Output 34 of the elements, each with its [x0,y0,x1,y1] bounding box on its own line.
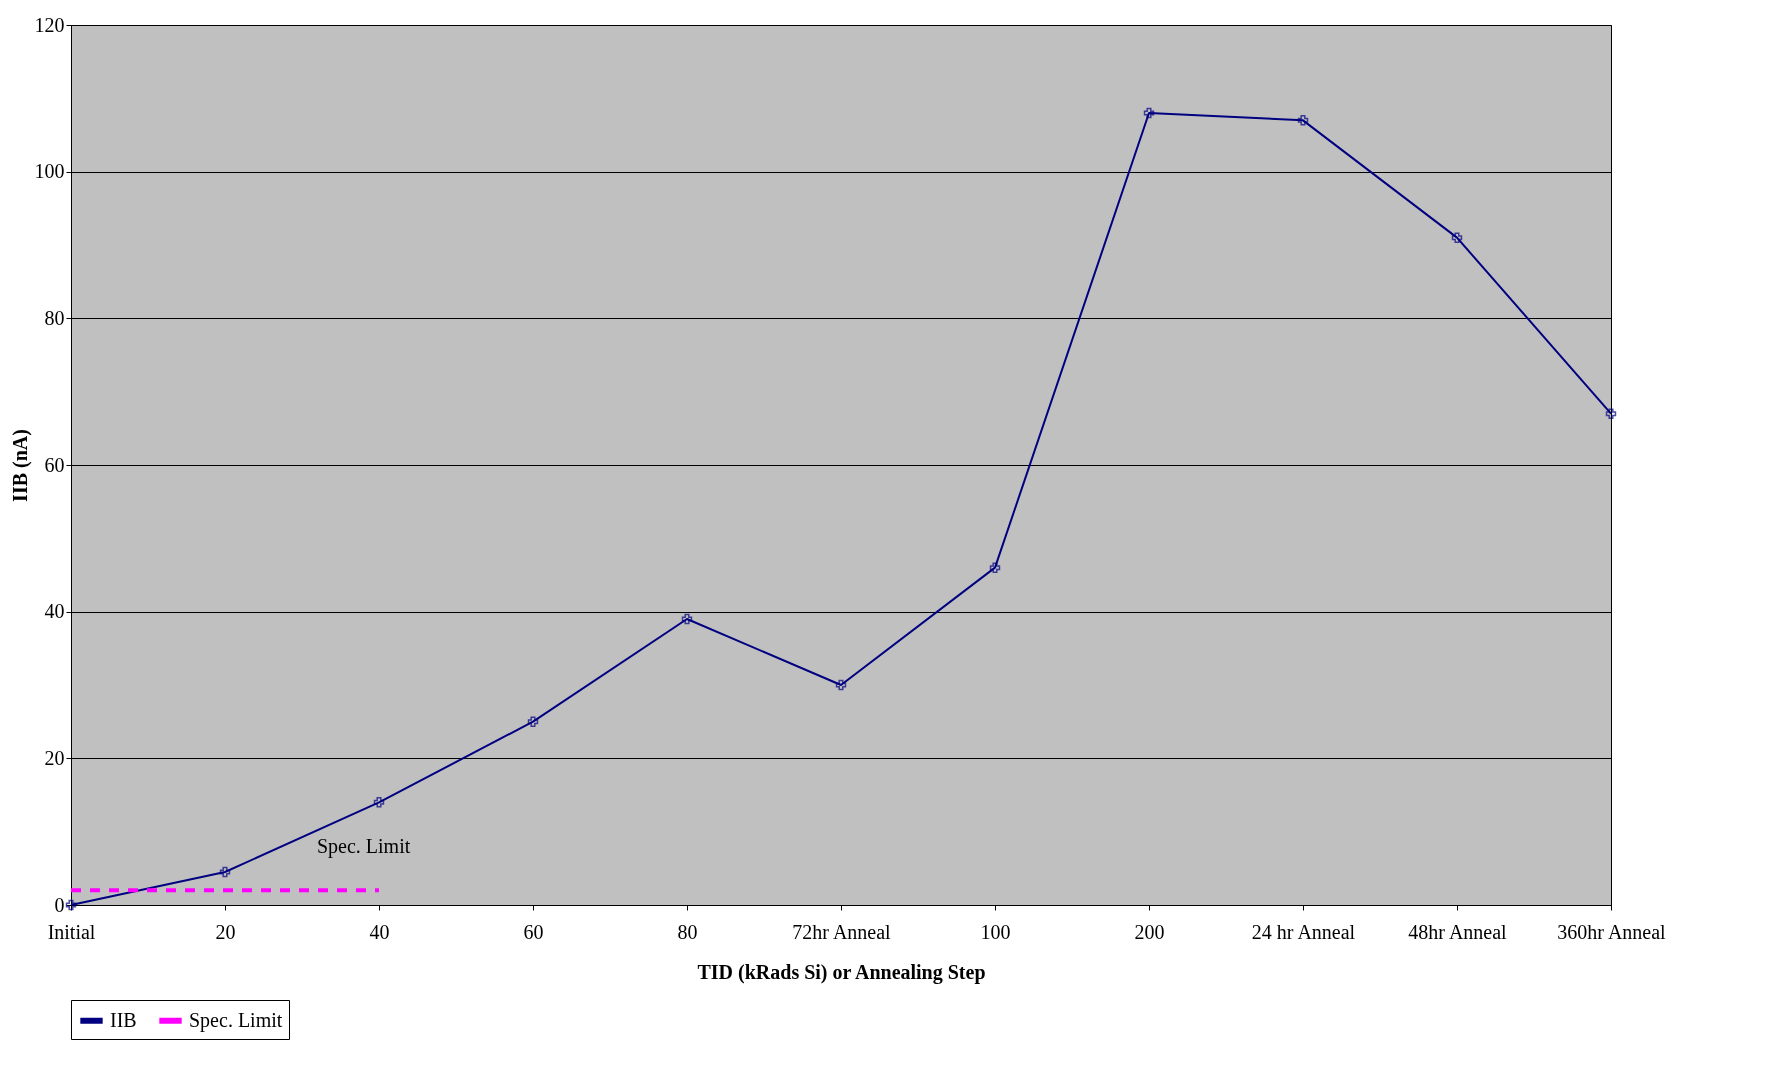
x-tick-label: 72hr Anneal [792,920,892,943]
x-tick-label: 24 hr Anneal [1251,920,1356,943]
y-tick-label: 20 [44,746,65,769]
y-axis-title: IIB (nA) [8,429,32,502]
x-tick-label: 60 [523,920,544,943]
point [681,613,693,625]
point [1605,408,1617,419]
y-tick-label: 80 [44,306,65,329]
legend-label: IIB [110,1008,137,1031]
point [989,562,1001,573]
x-tick-label: 48hr Anneal [1408,920,1508,943]
point [835,679,847,691]
y-tick-label: 60 [44,453,65,476]
y-tick-label: 0 [54,893,65,916]
x-tick-label: 200 [1134,920,1165,943]
point [1297,115,1309,126]
x-tick-label: Initial [47,920,96,943]
point [527,716,539,727]
legend-label: Spec. Limit [189,1008,283,1032]
y-tick-label: 120 [34,13,65,36]
x-tick-label: 80 [677,920,698,943]
x-tick-label: 360hr Anneal [1557,920,1667,943]
x-tick-label: 100 [980,920,1011,943]
x-tick-label: 20 [215,920,236,943]
point [65,899,77,911]
x-axis-title: TID (kRads Si) or Annealing Step [697,960,986,984]
y-tick-label: 40 [44,600,65,623]
point [1143,107,1155,119]
point [373,797,385,808]
point [1451,232,1463,243]
annotation: Spec. Limit [316,834,411,858]
point [219,866,231,878]
x-tick-label: 40 [369,920,390,943]
y-tick-label: 100 [34,160,65,183]
